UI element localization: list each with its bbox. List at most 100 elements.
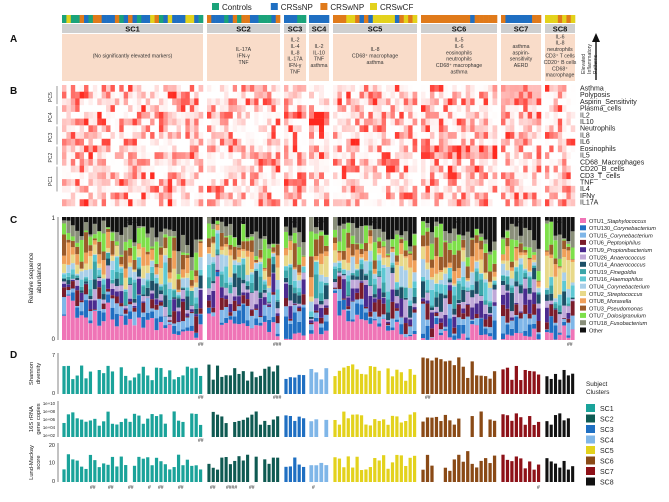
heatmap-cell	[571, 92, 576, 99]
taxa-bar-segment	[484, 253, 488, 273]
heatmap-cell	[110, 159, 115, 166]
heatmap-cell	[62, 166, 67, 173]
taxa-bar-segment	[373, 274, 377, 279]
heatmap-cell	[75, 166, 80, 173]
heatmap-cell	[404, 193, 409, 200]
metric-bar	[233, 368, 236, 394]
metric-bar	[475, 467, 478, 482]
taxa-bar-segment	[62, 223, 66, 234]
cluster-note: IL-5	[455, 38, 464, 44]
metric-bar	[67, 414, 70, 437]
taxa-bar-segment	[241, 264, 245, 279]
heatmap-cell	[346, 105, 351, 112]
heatmap-cell	[155, 119, 160, 126]
metric-bar	[400, 423, 403, 437]
taxa-bar-segment	[452, 328, 456, 334]
taxa-bar-segment	[408, 300, 412, 305]
taxa-bar-segment	[110, 217, 114, 232]
taxa-bar-segment	[479, 217, 483, 234]
taxa-bar-segment	[554, 325, 558, 339]
heatmap-cell	[309, 146, 314, 153]
taxa-bar-segment	[413, 313, 417, 331]
metric-bar	[528, 416, 531, 437]
heatmap-cell	[168, 186, 173, 193]
taxa-bar-segment	[293, 217, 297, 228]
taxa-bar-segment	[390, 239, 394, 246]
taxa-bar-segment	[314, 256, 319, 260]
heatmap-cell	[309, 186, 314, 193]
taxa-bar-segment	[479, 249, 483, 259]
heatmap-cell	[276, 199, 281, 206]
taxa-bar-segment	[194, 314, 198, 316]
heatmap-cell	[351, 92, 356, 99]
taxa-bar-segment	[421, 247, 425, 259]
metric-bar	[289, 377, 292, 394]
metric-bar	[409, 415, 412, 437]
taxa-bar-segment	[558, 259, 562, 266]
heatmap-cell	[514, 98, 519, 105]
taxa-bar-segment	[267, 249, 271, 259]
heatmap-cell	[549, 166, 554, 173]
taxa-bar-segment	[434, 226, 438, 237]
heatmap-cell	[177, 92, 182, 99]
metric-bar	[400, 455, 403, 482]
heatmap-cell	[141, 85, 146, 92]
metric-bar	[124, 419, 127, 437]
heatmap-cell	[439, 112, 444, 119]
heatmap-cell	[488, 85, 493, 92]
heatmap-cell	[220, 179, 225, 186]
taxa-bar-segment	[177, 274, 181, 279]
heatmap-cell	[461, 152, 466, 159]
heatmap-cell	[124, 105, 129, 112]
heatmap-cell	[150, 119, 155, 126]
metric-bar	[177, 377, 180, 394]
heatmap-cell	[413, 159, 418, 166]
taxa-bar-segment	[342, 274, 346, 275]
metric-bar	[242, 460, 245, 482]
heatmap-cell	[155, 139, 160, 146]
heatmap-cell	[199, 152, 204, 159]
heatmap-cell	[399, 132, 404, 139]
heatmap-cell	[75, 119, 80, 126]
taxa-bar-segment	[448, 337, 452, 340]
taxa-swatch	[580, 255, 586, 260]
heatmap-cell	[470, 186, 475, 193]
heatmap-cell	[404, 146, 409, 153]
heatmap-cell	[71, 125, 76, 132]
heatmap-cell	[571, 179, 576, 186]
taxa-bar-segment	[190, 312, 194, 313]
heatmap-cell	[342, 193, 347, 200]
disease-strip-cell	[88, 15, 93, 23]
heatmap-cell	[293, 105, 298, 112]
heatmap-cell	[390, 105, 395, 112]
heatmap-cell	[395, 98, 400, 105]
heatmap-cell	[537, 193, 542, 200]
metric-bar	[106, 412, 109, 437]
heatmap-cell	[102, 112, 107, 119]
heatmap-cell	[479, 146, 484, 153]
taxa-bar-segment	[421, 235, 425, 246]
taxa-bar-segment	[386, 255, 390, 256]
taxa-bar-segment	[80, 236, 84, 240]
taxa-bar-segment	[390, 265, 394, 268]
taxa-bar-segment	[271, 295, 275, 317]
taxa-bar-segment	[488, 336, 492, 340]
metric-bar	[501, 414, 504, 437]
taxa-bar-segment	[211, 263, 215, 264]
taxa-bar-segment	[297, 333, 301, 340]
metric-bar	[506, 368, 509, 394]
taxa-bar-segment	[211, 312, 215, 316]
heatmap-cell	[220, 112, 225, 119]
heatmap-cell	[470, 193, 475, 200]
metric-bar	[76, 461, 79, 482]
taxa-bar-segment	[128, 299, 132, 302]
heatmap-cell	[413, 125, 418, 132]
metric-bar	[475, 375, 478, 394]
heatmap-cell	[181, 186, 186, 193]
heatmap-cell	[319, 105, 324, 112]
taxa-bar-segment	[351, 244, 355, 255]
taxa-bar-segment	[528, 294, 532, 300]
heatmap-cell	[314, 166, 319, 173]
heatmap-cell	[155, 92, 160, 99]
